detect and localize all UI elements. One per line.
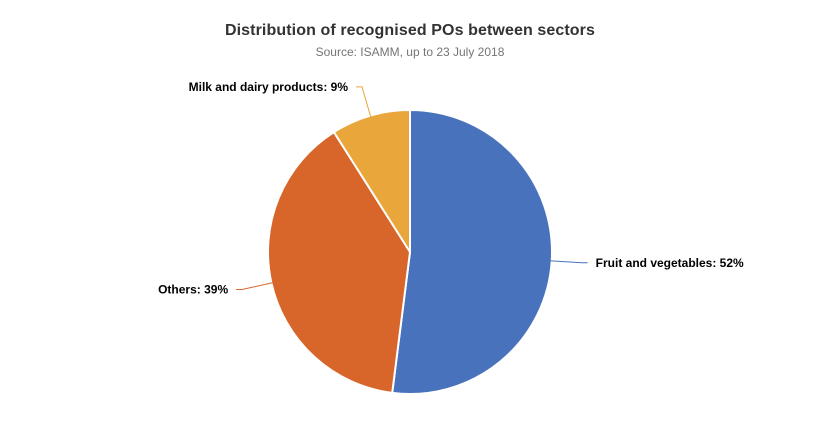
slice-label-milk-and-dairy-products: Milk and dairy products: 9%: [189, 80, 349, 94]
chart-title: Distribution of recognised POs between s…: [224, 22, 595, 39]
slice-label-others: Others: 39%: [158, 283, 228, 297]
slice-label-fruit-and-vegetables: Fruit and vegetables: 52%: [596, 256, 744, 270]
pie-slice-fruit-and-vegetables: [391, 109, 553, 395]
leader-line-milk-and-dairy-products: [356, 86, 372, 118]
chart-subtitle: Source: ISAMM, up to 23 July 2018: [315, 45, 505, 59]
leader-line-fruit-and-vegetables: [549, 260, 588, 264]
leader-line-others: [236, 282, 274, 291]
